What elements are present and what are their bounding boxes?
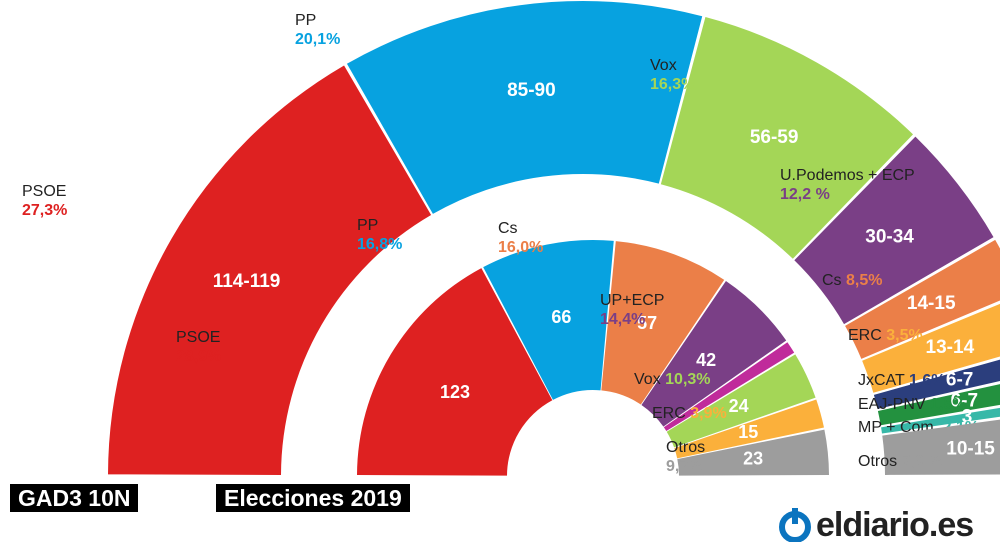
party-pct: 9,7% [666, 458, 702, 475]
party-pct: 16,0% [498, 239, 543, 256]
seat-label: 85-90 [507, 80, 556, 101]
seat-segment-otros [882, 419, 1000, 475]
seat-segment-jxcat [873, 359, 1000, 409]
seat-label: 10-15 [946, 438, 995, 459]
party-label: Otros 7,0 % [858, 453, 942, 470]
party-name: ERC [848, 327, 886, 344]
seat-segment-psoe [357, 268, 553, 476]
seat-segment-erc [674, 399, 824, 459]
party-label: ERC 3,5% [848, 327, 923, 344]
party-pct: 28,9% [176, 348, 221, 365]
outer-semicircle: 114-119 PSOE 27,3% 85-90 PP 20,1% 56-59 Vox 16,3… [22, 0, 1000, 475]
party-name: PSOE [176, 329, 220, 346]
seat-label: 15 [738, 422, 758, 442]
party-pct: 12,2 % [780, 186, 830, 203]
party-name: Cs [822, 272, 846, 289]
party-name: EAJ-PNV [858, 396, 930, 413]
party-pct: 7,0 % [902, 453, 943, 470]
party-name: Vox [650, 57, 677, 74]
party-label: ERC 3,9% [652, 405, 727, 422]
party-name: Otros [666, 439, 705, 456]
seat-segment-other [663, 342, 795, 432]
seat-segment-erc [862, 303, 1000, 393]
seat-segment-vox [666, 354, 816, 448]
party-name: PSOE [22, 183, 66, 200]
seat-label: 57 [637, 313, 657, 333]
party-label: Cs 8,5% [822, 272, 882, 289]
party-name: UP+ECP [600, 292, 664, 309]
inner-chart-tag: Elecciones 2019 [216, 484, 410, 512]
seat-segment-vox [660, 17, 914, 259]
eldiario-logo-icon [779, 508, 811, 542]
party-name: PP [357, 217, 378, 234]
party-pct: 1,5% [930, 396, 966, 413]
seat-label: 66 [551, 307, 571, 327]
party-label: JxCAT 1,6% [858, 372, 945, 389]
party-name: PP [295, 12, 316, 29]
seat-label: 24 [729, 396, 749, 416]
party-pct: 14,4% [600, 311, 645, 328]
seat-label: 56-59 [750, 127, 799, 148]
seat-label: 23 [743, 448, 763, 468]
brand-logo[interactable]: eldiario.es [778, 505, 974, 544]
party-pct: 20,1% [295, 31, 340, 48]
seat-segment-pp [483, 239, 614, 400]
party-pct: 10,3% [665, 371, 710, 388]
party-pct: 27,3% [22, 202, 67, 219]
party-name: ERC [652, 405, 690, 422]
inner-semicircle: 123 PSOE 28,9% 66 PP 16,8% 57 Cs 16,0% 42 UP+ECP 14… [176, 217, 829, 476]
seat-label: 3 [962, 406, 973, 427]
party-label: Vox 10,3% [634, 371, 711, 388]
party-name: U.Podemos + ECP [780, 167, 915, 184]
party-label: EAJ-PNV 1,5% [858, 396, 966, 413]
party-pct: 1,6% [909, 372, 945, 389]
seat-segment-cs [601, 241, 725, 405]
seat-label: 13-14 [926, 337, 975, 358]
seat-segment-eaj-pnv [877, 384, 1000, 426]
seat-label: 14-15 [907, 293, 956, 314]
seat-segment-otros [677, 429, 829, 476]
party-pct: 16,8% [357, 236, 402, 253]
party-name: JxCAT [858, 372, 909, 389]
party-name: Cs [498, 220, 518, 237]
party-name: Vox [634, 371, 665, 388]
seat-label: 123 [440, 382, 470, 402]
seat-label: 42 [696, 350, 716, 370]
seat-label: 6-7 [951, 391, 978, 412]
party-pct: 8,5% [846, 272, 882, 289]
seat-segment-pp [346, 0, 703, 214]
party-pct: 16,3% [650, 76, 695, 93]
seat-label: 30-34 [865, 226, 914, 247]
seat-segment-up-ecp [641, 281, 787, 427]
seat-segment-u-podemos-ecp [794, 136, 994, 325]
brand-name: eldiario.es [816, 505, 974, 544]
party-pct: 3,5% [886, 327, 922, 344]
seat-segment-psoe [108, 65, 432, 475]
seat-segment-mp-com- [881, 407, 1000, 434]
seat-label: 114-119 [213, 271, 281, 292]
outer-chart-tag: GAD3 10N [10, 484, 139, 512]
party-name: Otros [858, 453, 902, 470]
party-pct: 3,9% [690, 405, 726, 422]
seat-label: 6-7 [946, 370, 973, 391]
seat-segment-cs [845, 239, 1000, 359]
